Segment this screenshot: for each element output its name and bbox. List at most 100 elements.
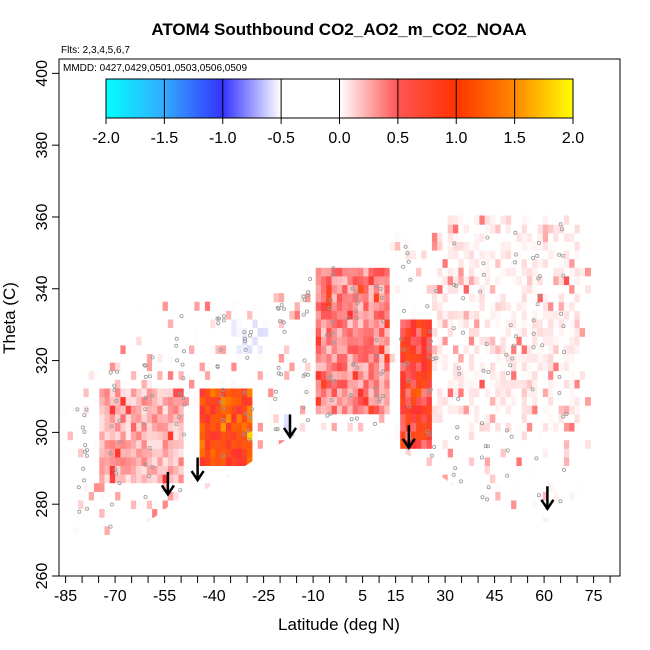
heat-cell [347, 362, 354, 372]
heat-cell [130, 517, 137, 527]
heat-cell [453, 310, 459, 320]
heat-cell [500, 284, 507, 294]
sample-point [109, 502, 114, 507]
heat-cell [505, 405, 512, 415]
heat-cell [405, 232, 412, 242]
heat-cell [157, 336, 164, 346]
heat-cell [289, 310, 296, 320]
heat-cell [400, 362, 407, 372]
heat-cell [167, 353, 174, 363]
heat-cell [479, 379, 486, 389]
heat-cell [474, 336, 480, 346]
heat-cell [273, 310, 280, 320]
heat-cell [563, 344, 570, 354]
heat-cell [210, 301, 216, 311]
heat-cell [315, 275, 322, 286]
heat-cell [173, 336, 180, 346]
heat-cell [146, 431, 153, 441]
heat-cell [500, 258, 507, 268]
heat-cell [394, 232, 401, 242]
heat-cell [368, 336, 375, 346]
heat-cell [167, 301, 174, 311]
heat-cell [505, 448, 512, 458]
heat-cell [67, 508, 74, 518]
heat-cell [347, 301, 354, 311]
heat-cell [458, 362, 465, 372]
heat-cell [94, 491, 100, 501]
heat-cell [220, 370, 227, 380]
heat-cell [331, 310, 338, 320]
heat-cell [336, 336, 343, 346]
heat-cell [167, 465, 174, 475]
heat-cell [109, 525, 116, 535]
sample-point [221, 406, 226, 411]
heat-cell [342, 387, 348, 398]
heat-cell [442, 439, 449, 449]
heat-cell [284, 318, 290, 329]
heat-cell [421, 387, 428, 398]
heat-cell [247, 318, 253, 329]
heat-cell [231, 362, 238, 372]
heat-cell [157, 318, 164, 329]
sample-point [481, 368, 486, 373]
heat-cell [553, 258, 560, 268]
heat-cell [495, 241, 502, 251]
heat-cell [394, 370, 401, 380]
heat-cell [484, 474, 491, 484]
sample-point [536, 240, 541, 245]
heat-cell [146, 439, 153, 449]
heat-cell [183, 387, 190, 398]
heat-cell [400, 293, 407, 303]
heat-cell [183, 344, 190, 354]
heat-cell [495, 413, 502, 423]
heat-cell [336, 310, 343, 320]
heat-cell [537, 499, 544, 510]
heat-cell [215, 405, 222, 415]
sample-point [425, 429, 430, 434]
arrow-head [540, 499, 555, 512]
heat-cell [495, 482, 502, 492]
heat-cell [463, 310, 470, 320]
heat-cell [363, 275, 370, 286]
heat-cell [204, 431, 211, 441]
sample-point [399, 337, 404, 342]
heat-cell [542, 387, 549, 398]
heat-cell [136, 379, 143, 389]
heat-cell [484, 362, 491, 372]
heat-cell [130, 301, 137, 311]
heat-cell [495, 336, 502, 346]
heat-cell [521, 379, 528, 389]
heat-cell [569, 508, 576, 518]
sample-point [505, 371, 510, 376]
sample-point [559, 227, 564, 232]
heat-cell [548, 448, 554, 458]
heat-cell [569, 362, 576, 372]
heat-cell [247, 370, 253, 380]
heat-cell [273, 318, 280, 329]
heat-cell [162, 370, 169, 380]
heat-cell [273, 379, 280, 389]
heat-cell [389, 293, 396, 303]
heat-cell [537, 448, 544, 458]
sample-point [478, 289, 483, 294]
sample-point [407, 404, 412, 409]
heat-cell [553, 353, 560, 363]
sample-point [282, 329, 287, 334]
heat-cell [468, 431, 475, 441]
heat-cell [189, 474, 195, 484]
heat-cell [521, 267, 528, 277]
heat-cell [194, 439, 201, 449]
heat-cell [500, 301, 507, 311]
heat-cell [173, 465, 180, 475]
heat-cell [231, 413, 238, 423]
sample-point [281, 320, 286, 325]
heat-cell [505, 250, 512, 260]
heat-cell [72, 387, 79, 398]
sample-point [561, 273, 566, 278]
sample-point [182, 402, 187, 407]
heat-cell [136, 396, 143, 406]
heat-cell [437, 448, 444, 458]
heat-cell [78, 465, 84, 475]
heat-cell [268, 405, 275, 415]
heat-cell [463, 431, 470, 441]
